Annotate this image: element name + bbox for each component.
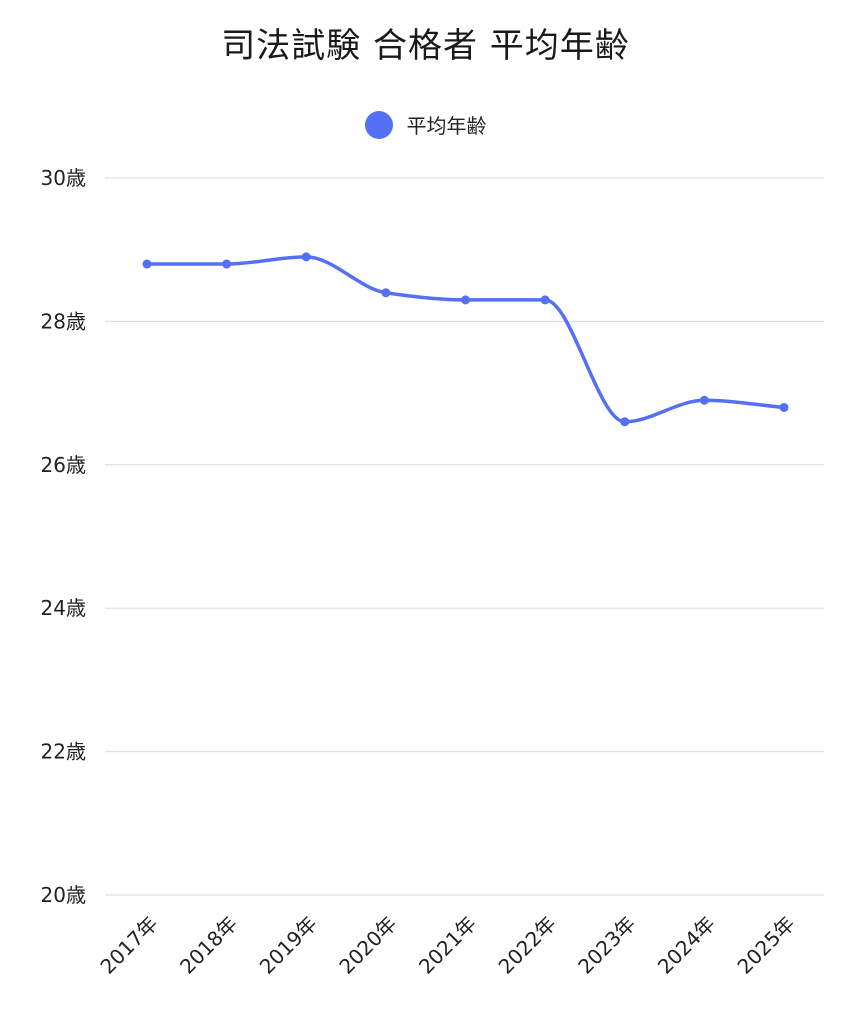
x-tick-label: 2023年 — [573, 912, 640, 979]
data-point — [222, 259, 232, 269]
y-tick-label: 26歳 — [41, 453, 86, 477]
y-tick-label: 20歳 — [41, 883, 86, 907]
x-tick-label: 2020年 — [334, 912, 401, 979]
series-layer — [142, 252, 789, 427]
x-tick-label: 2025年 — [732, 912, 799, 979]
x-axis-tick-labels: 2017年 2018年 2019年 2020年 2021年 2022年 2023年 2024年… — [95, 912, 799, 979]
chart-title: 司法試験 合格者 平均年齢 — [221, 26, 630, 66]
x-tick-label: 2021年 — [414, 912, 481, 979]
chart-legend: 平均年齢 — [0, 110, 851, 139]
y-tick-label: 24歳 — [41, 596, 86, 620]
y-tick-label: 28歳 — [41, 309, 86, 333]
grid-lines — [105, 177, 824, 896]
data-point — [301, 252, 311, 262]
y-tick-label: 22歳 — [41, 740, 86, 764]
x-tick-label: 2022年 — [494, 912, 561, 979]
x-tick-label: 2018年 — [175, 912, 242, 979]
legend-label: 平均年齢 — [406, 114, 487, 138]
legend-swatch-icon — [364, 110, 393, 139]
series-line — [147, 255, 785, 424]
x-tick-label: 2024年 — [653, 912, 720, 979]
x-tick-label: 2019年 — [255, 912, 322, 979]
y-tick-label: 30歳 — [41, 166, 86, 190]
data-point — [699, 395, 709, 405]
data-point — [540, 295, 550, 305]
data-point — [381, 288, 391, 298]
data-point — [620, 417, 630, 427]
data-point — [779, 402, 789, 412]
x-tick-label: 2017年 — [95, 912, 162, 979]
y-axis-tick-labels: 20歳 22歳 24歳 26歳 28歳 30歳 — [41, 166, 86, 907]
data-point — [142, 259, 152, 269]
data-point — [461, 295, 470, 305]
